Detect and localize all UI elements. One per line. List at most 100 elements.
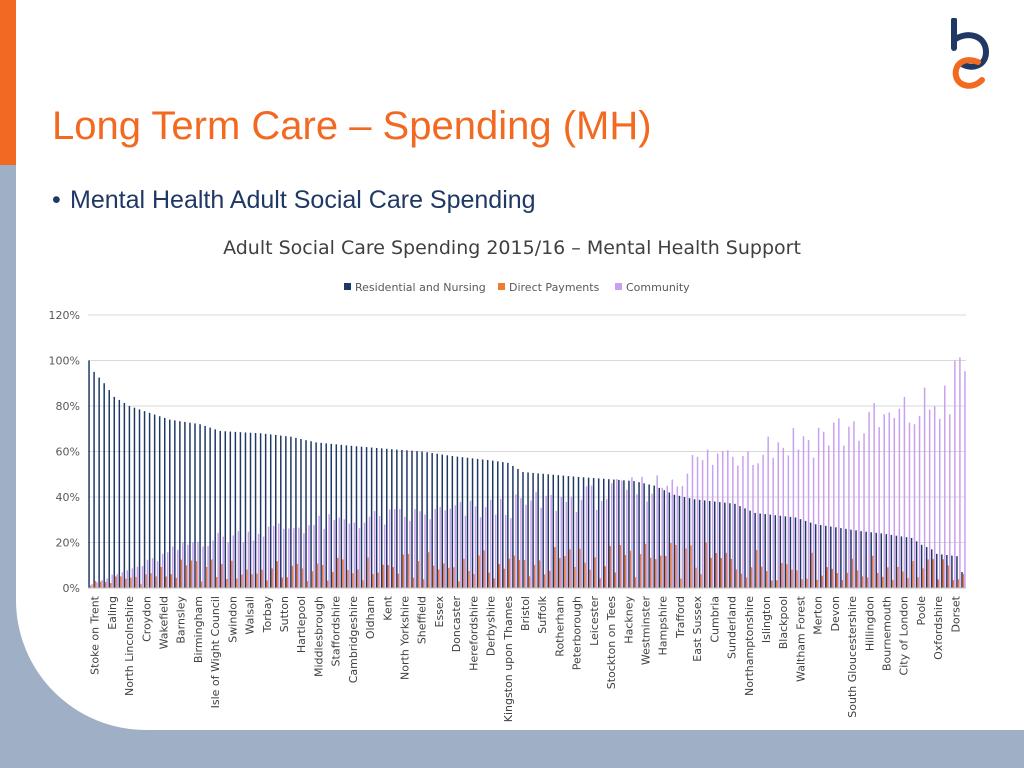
category-label: Cambridgeshire (347, 596, 360, 683)
bar-direct-payments (236, 578, 238, 588)
bar-direct-payments (271, 568, 273, 588)
bar-direct-payments (871, 555, 874, 588)
bar-community (545, 495, 547, 588)
bar-direct-payments (337, 557, 339, 588)
bar-community (722, 450, 724, 588)
bar-direct-payments (745, 577, 748, 588)
category-label: Hartlepool (295, 596, 308, 653)
bar-community (444, 510, 446, 588)
bar-direct-payments (947, 565, 950, 588)
bullet-item: • Mental Health Adult Social Care Spendin… (52, 186, 536, 215)
bar-residential (830, 526, 832, 588)
bar-direct-payments (604, 566, 606, 588)
bar-community (767, 436, 769, 588)
bar-residential (507, 462, 509, 588)
bar-community (494, 514, 497, 588)
bar-direct-payments (427, 552, 430, 588)
bar-direct-payments (483, 550, 485, 588)
bar-residential (693, 499, 696, 588)
bar-direct-payments (543, 574, 546, 588)
bar-direct-payments (488, 572, 490, 588)
bar-community (933, 406, 936, 588)
bar-residential (456, 456, 459, 588)
category-label: Devon (829, 596, 842, 631)
category-label: Essex (433, 596, 446, 628)
bar-community (404, 516, 406, 588)
bar-residential (143, 411, 146, 588)
bar-direct-payments (564, 556, 566, 588)
bar-community (565, 501, 568, 588)
bar-residential (295, 437, 297, 588)
bar-community (383, 524, 386, 588)
bar-community (182, 541, 184, 588)
bar-community (318, 515, 320, 588)
bar-residential (956, 556, 958, 588)
bar-direct-payments (417, 561, 420, 588)
bar-residential (744, 508, 746, 588)
bar-direct-payments (120, 576, 122, 588)
bar-direct-payments (286, 577, 289, 588)
bar-community (555, 510, 557, 588)
bar-direct-payments (781, 563, 783, 588)
bar-direct-payments (659, 555, 662, 588)
bar-direct-payments (437, 569, 440, 588)
bar-community (838, 418, 840, 588)
bar-residential (552, 474, 555, 588)
bar-residential (835, 527, 837, 588)
bar-residential (804, 520, 807, 588)
bar-community (459, 502, 462, 588)
bar-direct-payments (559, 558, 561, 588)
chart-title: Adult Social Care Spending 2015/16 – Men… (223, 237, 801, 259)
category-label: Trafford (674, 596, 687, 639)
bar-direct-payments (791, 569, 793, 588)
bar-direct-payments (145, 574, 147, 588)
bar-residential (113, 396, 116, 588)
category-label: Poole (915, 596, 928, 626)
category-label: Swindon (226, 596, 239, 643)
bar-community (827, 445, 830, 588)
bar-residential (613, 479, 615, 588)
bar-residential (320, 442, 322, 588)
bar-residential (406, 450, 408, 588)
bar-direct-payments (115, 576, 117, 588)
bar-residential (275, 435, 277, 588)
bar-residential (108, 390, 110, 588)
bar-residential (103, 383, 105, 588)
bar-community (288, 528, 290, 588)
bar-residential (491, 460, 494, 588)
legend-label: Direct Payments (509, 281, 600, 294)
bar-residential (184, 421, 186, 588)
bar-community (681, 486, 684, 588)
bar-residential (663, 490, 666, 588)
y-tick-label: 20% (56, 537, 80, 550)
bar-direct-payments (725, 552, 728, 588)
category-label: Merton (812, 596, 825, 635)
bar-community (570, 496, 573, 588)
bar-direct-payments (205, 566, 208, 588)
bar-direct-payments (533, 564, 536, 588)
bar-community (661, 487, 663, 588)
bar-community (878, 427, 880, 588)
bar-community (166, 552, 169, 588)
bar-residential (315, 442, 317, 588)
bar-residential (870, 532, 872, 588)
slide-title: Long Term Care – Spending (MH) (52, 104, 652, 148)
bar-residential (204, 425, 206, 588)
bar-community (222, 536, 224, 588)
bar-direct-payments (957, 579, 960, 588)
bar-community (737, 465, 739, 588)
bar-direct-payments (251, 574, 253, 588)
bar-direct-payments (200, 581, 203, 588)
bar-community (262, 536, 265, 588)
category-label: Ealing (106, 596, 119, 630)
bar-direct-payments (796, 570, 798, 588)
bar-direct-payments (94, 581, 97, 588)
bar-direct-payments (826, 567, 828, 588)
bar-direct-payments (942, 559, 945, 588)
bar-community (91, 584, 93, 588)
bar-community (252, 540, 255, 588)
bar-residential (517, 468, 519, 588)
bar-direct-payments (296, 563, 299, 588)
bar-community (964, 371, 966, 588)
